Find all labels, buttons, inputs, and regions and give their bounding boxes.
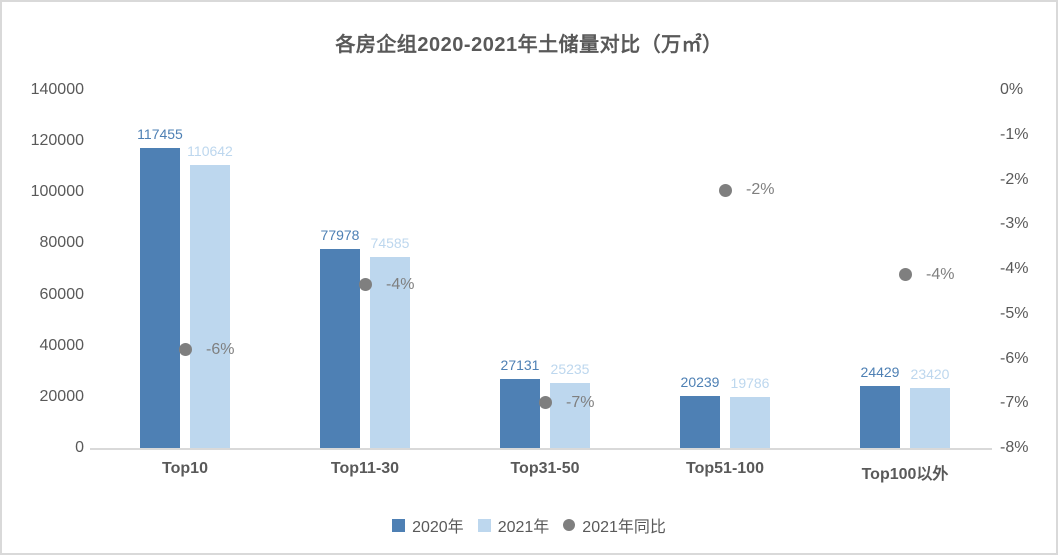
y-axis-tick-label: 20000	[39, 387, 85, 405]
pct-axis-tick-label: -1%	[1000, 125, 1029, 143]
bar-value-label: 117455	[137, 125, 183, 142]
x-axis-label: Top11-30	[330, 460, 400, 477]
y-axis-tick-label: 140000	[30, 81, 84, 98]
bar-2021	[370, 257, 410, 448]
bar-2021	[550, 383, 590, 448]
chart-title: 各房企组2020-2021年土储量对比（万㎡）	[335, 34, 723, 56]
legend-item-2: 2021年同比	[563, 513, 666, 537]
yoy-dot-label: -4%	[926, 265, 955, 283]
legend-dot-icon	[563, 519, 576, 531]
yoy-dot	[898, 268, 912, 282]
bar-value-label: 19786	[730, 375, 770, 392]
bar-2020	[860, 385, 900, 448]
pct-axis-tick-label: -5%	[1000, 304, 1029, 322]
bar-value-label: 25235	[550, 361, 590, 378]
yoy-dot	[178, 343, 192, 357]
x-axis-line	[90, 448, 992, 450]
legend-square-icon	[392, 518, 406, 532]
x-axis-label: Top100以外	[861, 466, 949, 483]
pct-axis-tick-label: -7%	[1000, 394, 1029, 412]
yoy-dot-label: -6%	[206, 340, 235, 358]
bar-2021	[730, 397, 770, 448]
y-axis-tick-label: 0	[75, 439, 84, 456]
yoy-dot-label: -4%	[386, 275, 415, 293]
yoy-dot	[358, 278, 372, 292]
pct-axis-tick-label: -4%	[1000, 260, 1029, 277]
pct-axis-tick-label: -8%	[1000, 439, 1029, 456]
y-axis-tick-label: 40000	[39, 336, 85, 354]
x-axis-label: Top51-100	[686, 460, 764, 477]
bar-2021	[910, 388, 950, 448]
y-axis-tick-label: 80000	[39, 234, 85, 252]
bar-value-label: 77978	[320, 226, 360, 243]
bar-value-label: 110642	[187, 143, 233, 160]
yoy-dot	[538, 396, 552, 410]
bar-2020	[140, 147, 180, 448]
legend-label: 2021年	[497, 519, 550, 536]
bar-value-label: 74585	[370, 235, 410, 252]
bar-value-label: 27131	[500, 356, 540, 373]
y-axis-tick-label: 100000	[30, 183, 84, 201]
pct-axis-tick-label: -3%	[1000, 215, 1029, 233]
bar-value-label: 24429	[860, 363, 900, 380]
yoy-dot	[718, 183, 732, 197]
legend-item-1: 2021年	[477, 513, 550, 537]
bar-2020	[320, 248, 360, 448]
pct-axis-tick-label: -2%	[1000, 170, 1029, 188]
x-axis-label: Top31-50	[510, 460, 580, 477]
legend-item-0: 2020年	[392, 513, 464, 537]
yoy-dot-label: -7%	[566, 393, 595, 411]
bar-2020	[680, 396, 720, 448]
yoy-dot-label: -2%	[746, 181, 775, 199]
bar-value-label: 23420	[910, 366, 950, 383]
legend: 2020年 2021年 2021年同比	[2, 513, 1056, 537]
bar-2020	[500, 378, 540, 448]
pct-axis-tick-label: -6%	[1000, 349, 1029, 367]
legend-square-icon	[477, 518, 491, 532]
bar-value-label: 20239	[680, 374, 720, 391]
x-axis-label: Top10	[162, 460, 208, 477]
pct-axis-tick-label: 0%	[1000, 81, 1024, 98]
legend-label: 2020年	[412, 519, 464, 536]
y-axis-tick-label: 120000	[30, 132, 84, 150]
bar-2021	[190, 165, 230, 448]
y-axis-tick-label: 60000	[39, 285, 85, 303]
legend-label: 2021年同比	[582, 519, 666, 536]
